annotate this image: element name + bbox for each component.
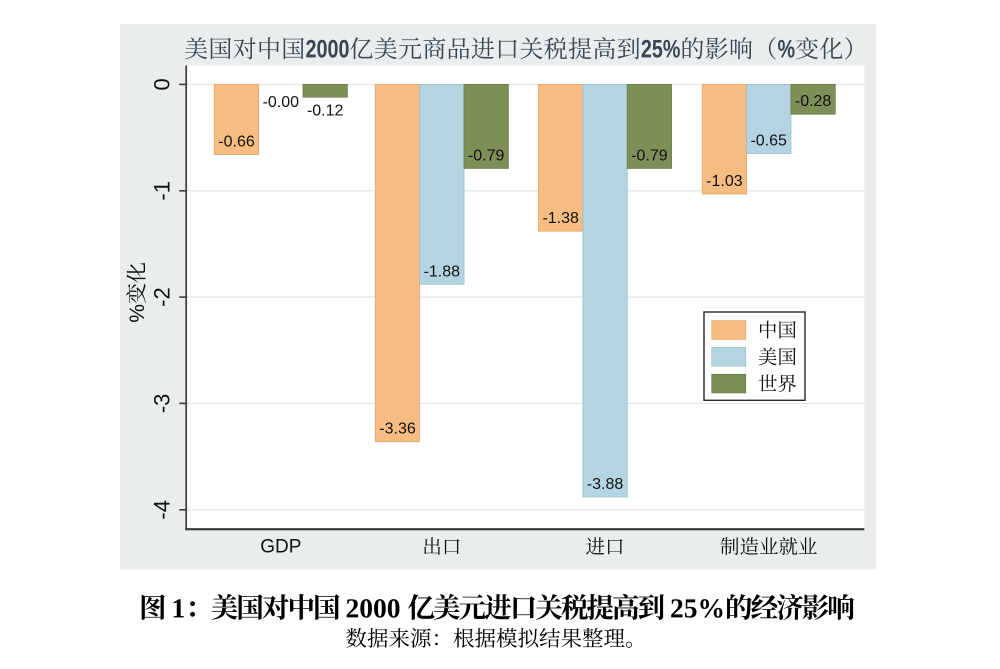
svg-text:-2: -2 xyxy=(149,287,174,307)
svg-text:-1.38: -1.38 xyxy=(542,210,579,227)
svg-text:0: 0 xyxy=(149,78,174,90)
svg-text:GDP: GDP xyxy=(260,537,301,558)
svg-text:-0.28: -0.28 xyxy=(795,93,832,110)
svg-text:-3: -3 xyxy=(149,394,174,414)
svg-text:-0.00: -0.00 xyxy=(263,94,300,111)
svg-text:-4: -4 xyxy=(149,500,174,520)
svg-text:-3.88: -3.88 xyxy=(587,476,624,493)
svg-text:-0.79: -0.79 xyxy=(468,147,505,164)
svg-text:-1: -1 xyxy=(149,181,174,201)
svg-text:-3.36: -3.36 xyxy=(379,421,416,438)
svg-text:-1.03: -1.03 xyxy=(706,173,743,190)
svg-text:-0.79: -0.79 xyxy=(631,147,668,164)
svg-text:-0.66: -0.66 xyxy=(218,134,255,151)
svg-text:-1.88: -1.88 xyxy=(424,263,461,280)
svg-text:-0.65: -0.65 xyxy=(750,133,787,150)
svg-text:-0.12: -0.12 xyxy=(307,102,344,119)
